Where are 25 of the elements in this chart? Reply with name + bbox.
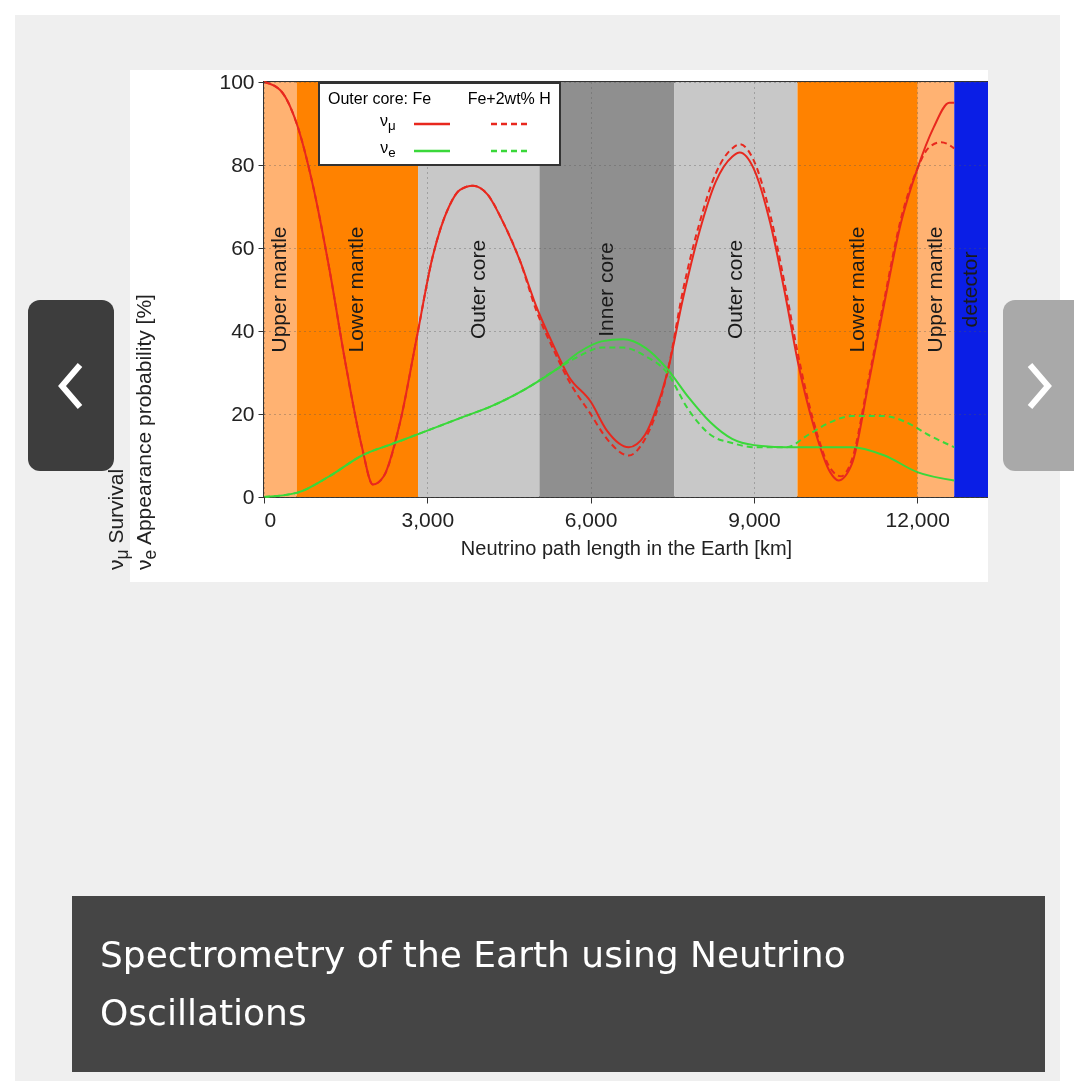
x-tick-label: 0 [264, 507, 277, 531]
band-label: Outer core [722, 239, 746, 340]
text: Spectrometry of the Earth using Neutrino Oscillations [72, 896, 1045, 1072]
x-tick-label: 3,000 [401, 507, 455, 531]
x-tick-label: 9,000 [728, 507, 781, 531]
x-tick-label: 6,000 [564, 507, 618, 531]
band-label: Inner core [593, 242, 617, 337]
legend-title: Outer core: Fe [327, 89, 433, 109]
band-label: Outer core [465, 239, 489, 340]
annotation: Fe+2wt% H [466, 89, 552, 109]
y-tick-label: 0 [242, 484, 255, 508]
x-axis-title: Neutrino path length in the Earth [km] [460, 536, 793, 559]
y-tick-label: 20 [231, 401, 255, 425]
legend-label: ν$_{e}$ [379, 138, 397, 163]
y-tick-label: 100 [219, 69, 255, 93]
y-tick-label: 60 [231, 235, 255, 259]
y-tick-label: 40 [231, 318, 255, 342]
band-label: Upper mantle [923, 226, 947, 353]
band-label: Upper mantle [267, 226, 291, 353]
band-label: Lower mantle [344, 226, 368, 353]
y-tick-label: 80 [231, 152, 255, 176]
band-label: detector [958, 251, 982, 328]
x-tick-label: 12,000 [885, 507, 950, 531]
band-label: Lower mantle [844, 226, 868, 353]
legend-label: ν$_{μ}$ [379, 111, 397, 136]
